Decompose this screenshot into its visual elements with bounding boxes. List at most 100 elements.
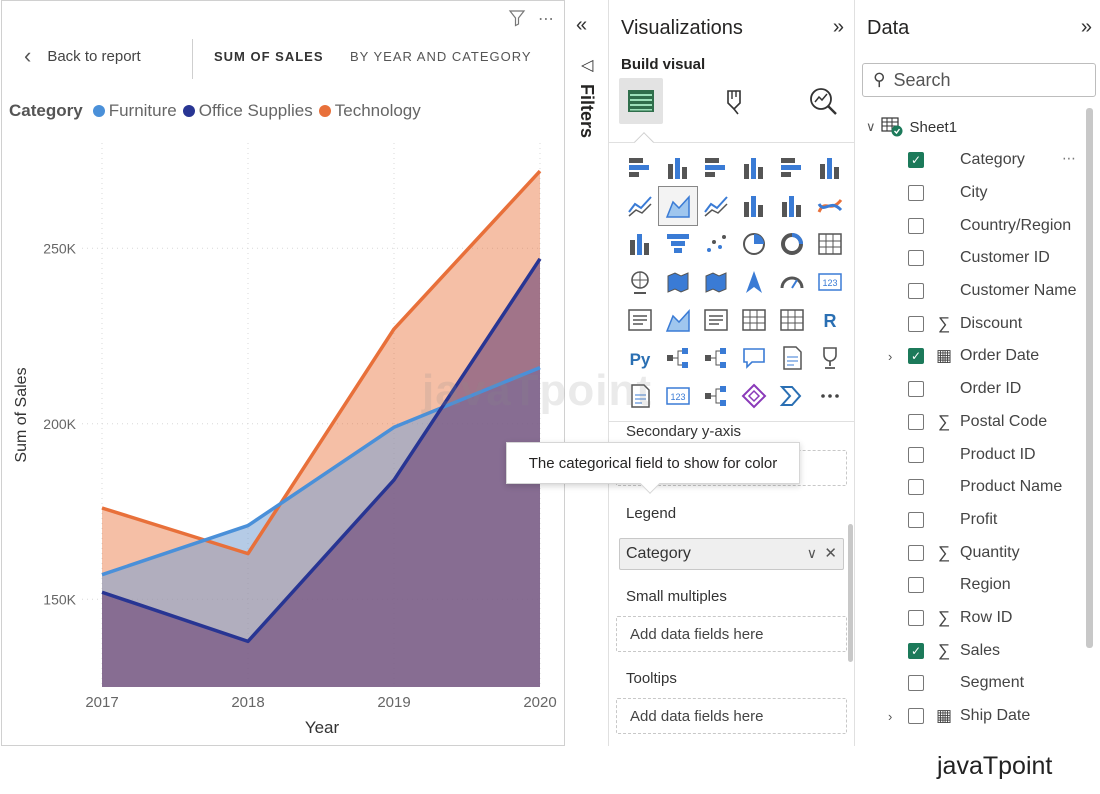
area-chart[interactable]: 150K 200K 250K 2017 2018 2019 2020 Year Sum of S… [2, 131, 564, 743]
card-icon[interactable]: 123 [811, 263, 849, 301]
waterfall-icon[interactable] [621, 225, 659, 263]
field-checkbox[interactable] [908, 609, 924, 626]
scrollbar[interactable] [848, 524, 853, 662]
field-checkbox[interactable] [908, 577, 924, 594]
stacked-area-icon[interactable] [697, 187, 735, 225]
filter-icon[interactable] [508, 9, 526, 31]
collapse-filters-icon[interactable]: « [576, 14, 588, 36]
field-checkbox[interactable] [908, 381, 924, 398]
field-profit[interactable]: Profit [856, 504, 1088, 537]
line-chart-icon[interactable] [621, 187, 659, 225]
chevron-right-icon[interactable]: › [888, 708, 893, 724]
pie-icon[interactable] [735, 225, 773, 263]
more-options-icon[interactable]: ⋯ [538, 11, 554, 28]
field-ship-date[interactable]: › ▦ Ship Date [856, 700, 1088, 733]
chevron-icon[interactable] [773, 377, 811, 415]
format-visual-tab[interactable] [712, 78, 756, 124]
line-clustered-icon[interactable] [773, 187, 811, 225]
small-multiples-well[interactable]: Add data fields here [616, 616, 847, 652]
search-input[interactable] [893, 69, 1084, 91]
area-chart-icon[interactable] [658, 186, 698, 226]
slicer-icon[interactable] [697, 301, 735, 339]
treemap-icon[interactable] [811, 225, 849, 263]
field-postal-code[interactable]: ∑ Postal Code [856, 406, 1088, 439]
field-city[interactable]: City [856, 177, 1088, 210]
field-quantity[interactable]: ∑ Quantity [856, 536, 1088, 569]
100-column-icon[interactable] [811, 149, 849, 187]
chevron-down-icon[interactable]: ∨ [866, 119, 876, 134]
metrics-icon[interactable] [811, 339, 849, 377]
field-country-region[interactable]: Country/Region [856, 209, 1088, 242]
chevron-down-icon[interactable]: ∨ [806, 545, 817, 561]
power-automate-icon[interactable] [697, 377, 735, 415]
back-to-report-button[interactable]: ‹ Back to report [24, 45, 141, 67]
matrix-icon[interactable] [773, 301, 811, 339]
legend-item-furniture[interactable]: Furniture [92, 101, 177, 121]
stacked-bar-icon[interactable] [621, 149, 659, 187]
field-checkbox[interactable] [908, 675, 924, 692]
expand-pane-icon[interactable]: » [1080, 16, 1092, 38]
field-segment[interactable]: Segment [856, 667, 1088, 700]
field-checkbox[interactable] [908, 479, 924, 496]
field-checkbox[interactable]: ✓ [908, 348, 924, 365]
python-visual-icon[interactable]: Py [621, 339, 659, 377]
shape-map-icon[interactable] [697, 263, 735, 301]
100-bar-icon[interactable] [773, 149, 811, 187]
field-product-id[interactable]: Product ID [856, 438, 1088, 471]
field-product-name[interactable]: Product Name [856, 471, 1088, 504]
field-checkbox[interactable] [908, 511, 924, 528]
filters-label[interactable]: Filters [577, 84, 597, 139]
paginated-report-icon[interactable] [621, 377, 659, 415]
field-discount[interactable]: ∑ Discount [856, 307, 1088, 340]
stacked-column-icon[interactable] [659, 149, 697, 187]
table-sheet1[interactable]: ∨ Sheet1 [866, 116, 957, 138]
filled-map-icon[interactable] [659, 263, 697, 301]
more-visuals-icon[interactable] [811, 377, 849, 415]
line-column-icon[interactable] [735, 187, 773, 225]
field-category[interactable]: ✓ Category ⋯ [856, 144, 1088, 177]
search-box[interactable]: ⚲ [862, 63, 1096, 97]
field-checkbox[interactable] [908, 250, 924, 267]
scrollbar[interactable] [1086, 108, 1093, 648]
chevron-right-icon[interactable]: › [888, 348, 893, 364]
legend-item-technology[interactable]: Technology [318, 101, 421, 121]
gauge-icon[interactable] [773, 263, 811, 301]
table-icon[interactable] [735, 301, 773, 339]
analytics-tab[interactable] [801, 78, 845, 124]
field-checkbox[interactable] [908, 185, 924, 202]
kpi-icon[interactable] [659, 301, 697, 339]
field-checkbox[interactable] [908, 217, 924, 234]
more-options-icon[interactable]: ⋯ [1062, 150, 1076, 166]
legend-field-chip[interactable]: Category ∨ ✕ [619, 538, 844, 570]
field-order-date[interactable]: › ✓ ▦ Order Date [856, 340, 1088, 373]
qa-icon[interactable] [735, 339, 773, 377]
power-apps-icon[interactable]: 123 [659, 377, 697, 415]
diamond-icon[interactable] [735, 377, 773, 415]
field-customer-id[interactable]: Customer ID [856, 242, 1088, 275]
funnel-icon[interactable] [659, 225, 697, 263]
ribbon-chart-icon[interactable] [811, 187, 849, 225]
field-region[interactable]: Region [856, 569, 1088, 602]
multirow-card-icon[interactable] [621, 301, 659, 339]
legend-item-office-supplies[interactable]: Office Supplies [182, 101, 313, 121]
clustered-bar-icon[interactable] [697, 149, 735, 187]
azure-map-icon[interactable] [735, 263, 773, 301]
scatter-icon[interactable] [697, 225, 735, 263]
field-checkbox[interactable]: ✓ [908, 152, 924, 169]
decomposition-tree-icon[interactable] [697, 339, 735, 377]
field-row-id[interactable]: ∑ Row ID [856, 602, 1088, 635]
build-visual-tab[interactable] [619, 78, 663, 124]
r-visual-icon[interactable]: R [811, 301, 849, 339]
tooltips-well[interactable]: Add data fields here [616, 698, 847, 734]
field-checkbox[interactable] [908, 708, 924, 725]
donut-icon[interactable] [773, 225, 811, 263]
field-sales[interactable]: ✓ ∑ Sales [856, 634, 1088, 667]
field-checkbox[interactable] [908, 315, 924, 332]
map-icon[interactable] [621, 263, 659, 301]
field-checkbox[interactable] [908, 544, 924, 561]
field-checkbox[interactable] [908, 283, 924, 300]
narrative-icon[interactable] [773, 339, 811, 377]
key-influencers-icon[interactable] [659, 339, 697, 377]
field-checkbox[interactable]: ✓ [908, 642, 924, 659]
field-order-id[interactable]: Order ID [856, 373, 1088, 406]
